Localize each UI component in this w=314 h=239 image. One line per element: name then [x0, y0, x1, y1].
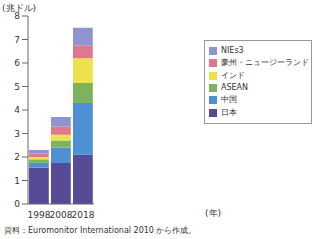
html-text:中国: 中国 [221, 95, 237, 104]
svg-text:3: 3 [14, 129, 20, 139]
svg-text:1998: 1998 [28, 210, 51, 220]
svg-text:1: 1 [14, 176, 20, 186]
svg-text:0: 0 [14, 199, 20, 209]
svg-text:2008: 2008 [50, 210, 73, 220]
html-text:日本: 日本 [221, 108, 237, 117]
svg-text:2018: 2018 [72, 210, 95, 220]
svg-text:6: 6 [14, 58, 20, 68]
svg-text:8: 8 [14, 11, 20, 22]
svg-text:7: 7 [14, 35, 20, 45]
html-text:(兆ドル): (兆ドル) [2, 3, 36, 13]
svg-text:4: 4 [14, 105, 20, 115]
html-text:インド: インド [221, 71, 245, 80]
svg-text:5: 5 [14, 82, 20, 92]
html-text:豪州・ニュージーランド: 豪州・ニュージーランド [221, 58, 309, 67]
svg-text:2: 2 [14, 152, 20, 162]
html-text:NIEs3: NIEs3 [221, 46, 244, 55]
html-text:資料：Euromonitor International 2: 資料：Euromonitor International 2010 から作成。 [4, 226, 197, 235]
html-text:ASEAN: ASEAN [221, 83, 249, 92]
html-text:(年): (年) [205, 208, 221, 218]
